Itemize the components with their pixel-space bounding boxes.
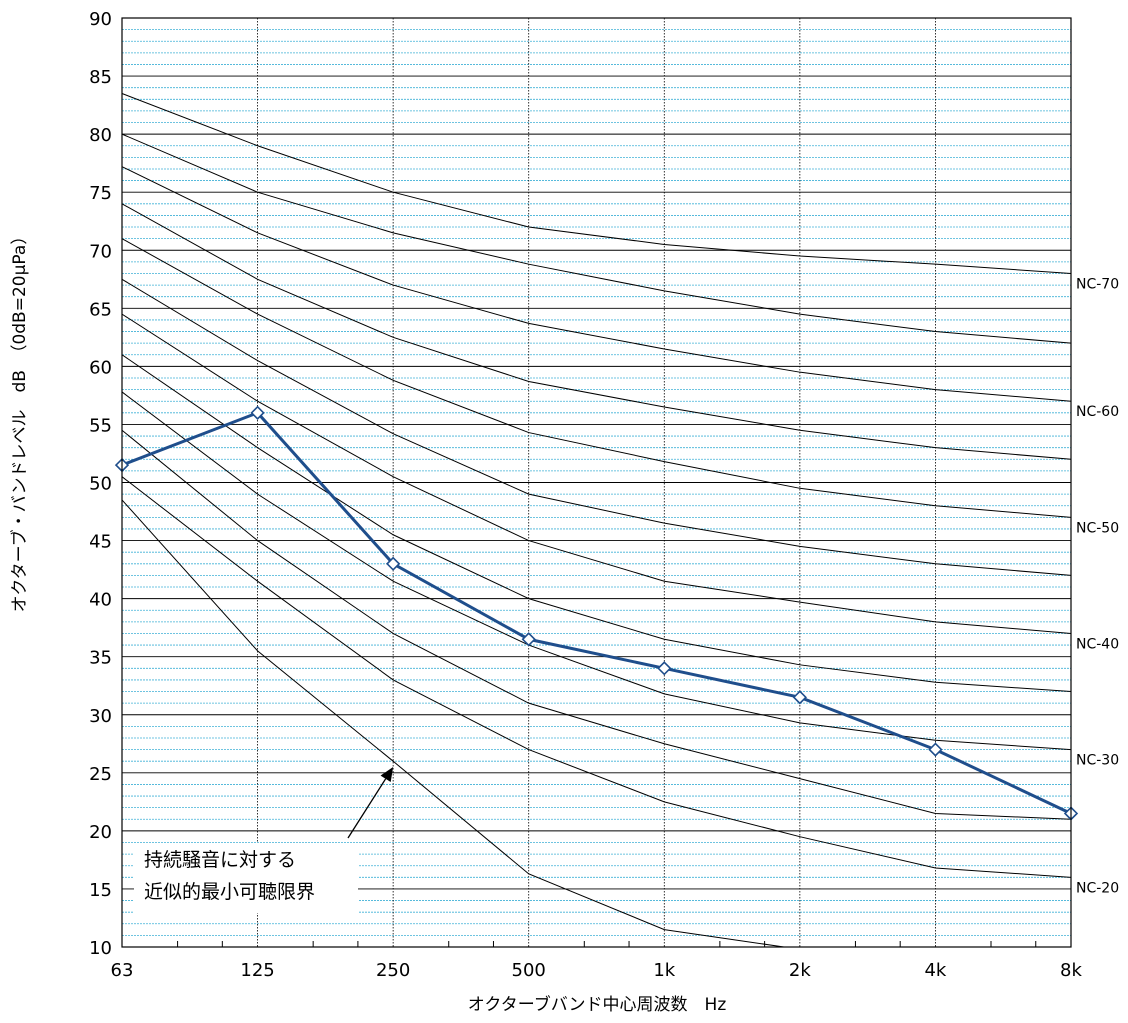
y-tick-label: 60 (89, 357, 112, 378)
nc-curve (121, 278, 1072, 576)
nc-curve (121, 354, 1072, 693)
nc-curve (121, 313, 1072, 634)
y-tick-label: 55 (89, 415, 112, 436)
measured-point (521, 632, 536, 647)
x-tick-label: 250 (376, 960, 410, 981)
nc-label: NC-30 (1076, 753, 1119, 769)
y-tick-label: 10 (89, 938, 112, 959)
x-tick-label: 63 (111, 960, 134, 981)
minor-gridlines (122, 29, 1071, 936)
y-tick-label: 80 (89, 125, 112, 146)
measured-point (386, 556, 401, 571)
measured-point (928, 742, 943, 757)
threshold-annotation: 持続騒音に対する 近似的最小可聴限界 (134, 767, 394, 913)
measured-point (657, 661, 672, 676)
nc-curve (121, 133, 1072, 344)
x-tick-label: 125 (240, 960, 274, 981)
measured-point (792, 690, 807, 705)
annotation-box (134, 843, 358, 913)
y-tick-label: 35 (89, 648, 112, 669)
x-tick-label: 8k (1060, 960, 1082, 981)
x-tick-label: 500 (512, 960, 546, 981)
nc-curve (121, 499, 784, 948)
y-tick-label: 40 (89, 590, 112, 611)
annotation-line-1: 持続騒音に対する (144, 849, 296, 871)
nc-label: NC-40 (1076, 636, 1119, 652)
vertical-gridlines (177, 18, 1037, 947)
x-tick-labels: 63 125 250 500 1k 2k 4k 8k (111, 960, 1083, 981)
y-tick-label: 70 (89, 241, 112, 262)
nc-label: NC-50 (1076, 520, 1119, 536)
nc-curves (121, 93, 1072, 948)
x-axis-label: オクターブバンド中心周波数 Hz (468, 994, 727, 1015)
y-tick-label: 15 (89, 880, 112, 901)
nc-curve (121, 166, 1072, 402)
y-tick-label: 25 (89, 764, 112, 785)
y-tick-labels: 10 15 20 25 30 35 40 45 50 55 60 65 70 75 80 85 90 (89, 9, 112, 959)
y-tick-label: 45 (89, 532, 112, 553)
annotation-arrow (347, 778, 387, 839)
measured-point (250, 405, 265, 420)
x-tick-label: 4k (924, 960, 946, 981)
y-tick-label: 75 (89, 183, 112, 204)
x-tick-label: 2k (789, 960, 811, 981)
y-tick-label: 50 (89, 474, 112, 495)
y-tick-label: 30 (89, 706, 112, 727)
nc-labels: NC-70 NC-60 NC-50 NC-40 NC-30 NC-20 (1076, 276, 1119, 896)
nc-curve (121, 429, 1072, 820)
y-tick-label: 90 (89, 9, 112, 30)
nc-label: NC-20 (1076, 880, 1119, 896)
y-axis-label: オクターブ・バンドレベル dB （0dB=20μPa） (9, 228, 30, 613)
y-tick-label: 20 (89, 822, 112, 843)
nc-curve (121, 93, 1072, 274)
nc-curve (121, 203, 1072, 460)
y-tick-label: 85 (89, 67, 112, 88)
y-tick-label: 65 (89, 299, 112, 320)
nc-label: NC-60 (1076, 404, 1119, 420)
nc-label: NC-70 (1076, 276, 1119, 292)
x-tick-label: 1k (653, 960, 675, 981)
plot-frame (121, 17, 1072, 948)
annotation-arrowhead (380, 767, 394, 783)
nc-curve (121, 391, 1072, 751)
annotation-line-2: 近似的最小可聴限界 (144, 881, 315, 903)
measured-line (121, 411, 1072, 815)
nc-curve (121, 238, 1072, 518)
nc-curve (121, 476, 1072, 878)
